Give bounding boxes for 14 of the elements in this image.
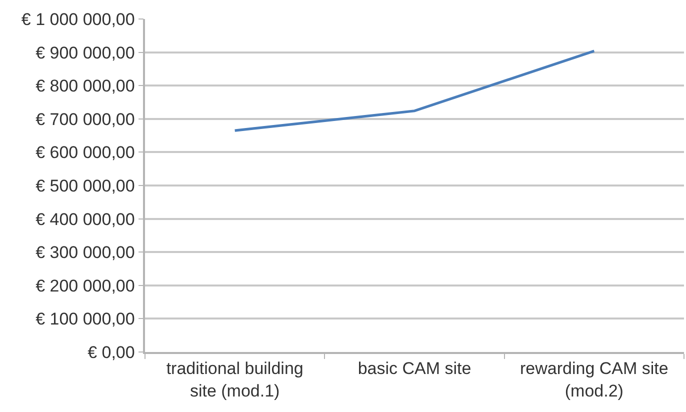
y-tick-label: € 700 000,00: [36, 110, 135, 129]
x-tick-label: traditional building site (mod.1): [166, 359, 304, 400]
x-tick-label: basic CAM site: [358, 359, 472, 378]
y-tick-label: € 300 000,00: [36, 243, 135, 262]
y-tick-label: € 500 000,00: [36, 176, 135, 196]
y-tick-label: € 400 000,00: [36, 210, 135, 229]
y-tick-label: € 1 000 000,00: [21, 10, 135, 29]
y-tick-label: € 100 000,00: [36, 310, 135, 329]
y-tick-label: € 900 000,00: [36, 43, 135, 62]
y-tick-label: € 200 000,00: [36, 276, 135, 296]
y-tick-label: € 800 000,00: [36, 76, 135, 96]
y-tick-label: € 0,00: [88, 342, 135, 362]
x-tick-label: rewarding CAM site (mod.2): [520, 359, 668, 400]
y-tick-label: € 600 000,00: [36, 143, 135, 162]
